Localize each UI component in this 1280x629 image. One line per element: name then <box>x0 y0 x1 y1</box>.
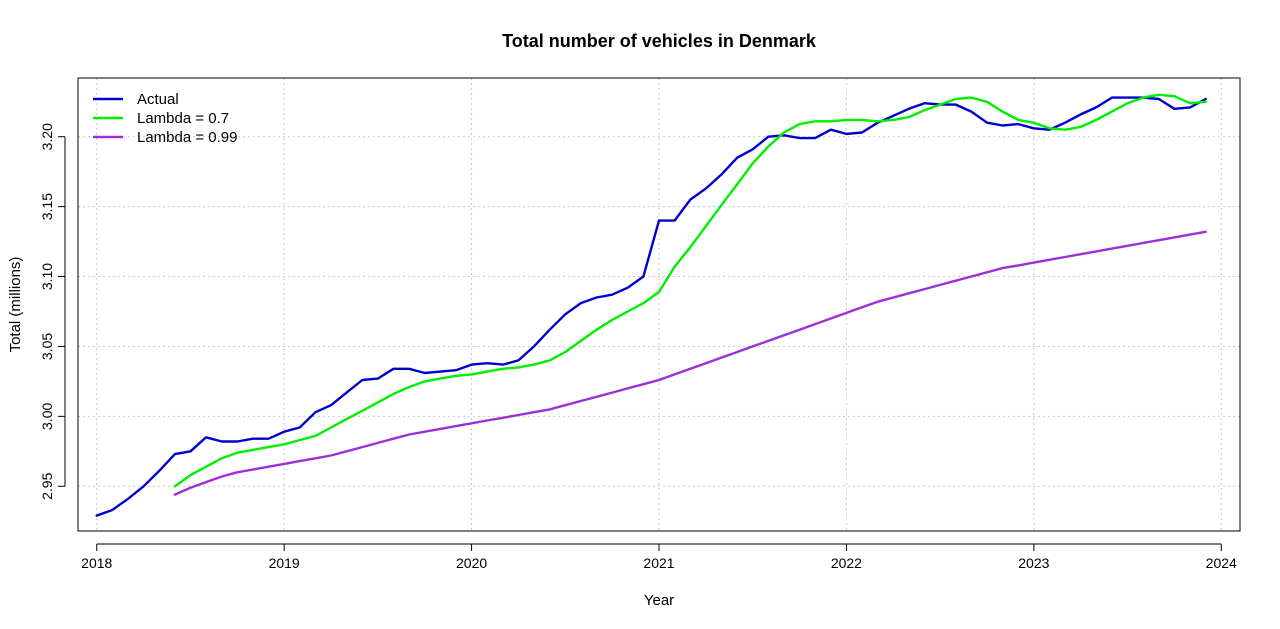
x-tick-label-2: 2020 <box>456 555 487 571</box>
y-tick-label-5: 3.20 <box>39 123 55 150</box>
legend-label-lambda-0-99: Lambda = 0.99 <box>137 129 238 146</box>
x-axis-label: Year <box>644 592 674 609</box>
series-line-0 <box>95 96 1207 517</box>
y-tick-label-0: 2.95 <box>39 472 55 499</box>
grid-lines <box>78 78 1240 531</box>
y-tick-label-3: 3.10 <box>39 263 55 290</box>
x-tick-label-4: 2022 <box>831 555 862 571</box>
x-tick-label-0: 2018 <box>81 555 112 571</box>
legend-label-actual: Actual <box>137 91 179 108</box>
series-lines <box>95 93 1207 517</box>
y-tick-label-2: 3.05 <box>39 333 55 360</box>
y-tick-label-4: 3.15 <box>39 193 55 220</box>
x-tick-label-5: 2023 <box>1018 555 1049 571</box>
axes: 2018 2019 2020 2021 2022 2023 2024 2.95 3.00 3.05… <box>39 123 1237 571</box>
x-tick-label-3: 2021 <box>643 555 674 571</box>
legend: Actual Lambda = 0.7 Lambda = 0.99 <box>93 91 238 146</box>
y-axis-label: Total (millions) <box>7 257 24 353</box>
y-tick-label-1: 3.00 <box>39 403 55 430</box>
legend-label-lambda-0-7: Lambda = 0.7 <box>137 110 229 127</box>
x-tick-label-1: 2019 <box>269 555 300 571</box>
series-line-1 <box>173 93 1207 488</box>
plot-area-border <box>77 77 1241 532</box>
series-line-2 <box>173 230 1207 496</box>
x-tick-label-6: 2024 <box>1206 555 1237 571</box>
chart-title: Total number of vehicles in Denmark <box>502 31 817 51</box>
